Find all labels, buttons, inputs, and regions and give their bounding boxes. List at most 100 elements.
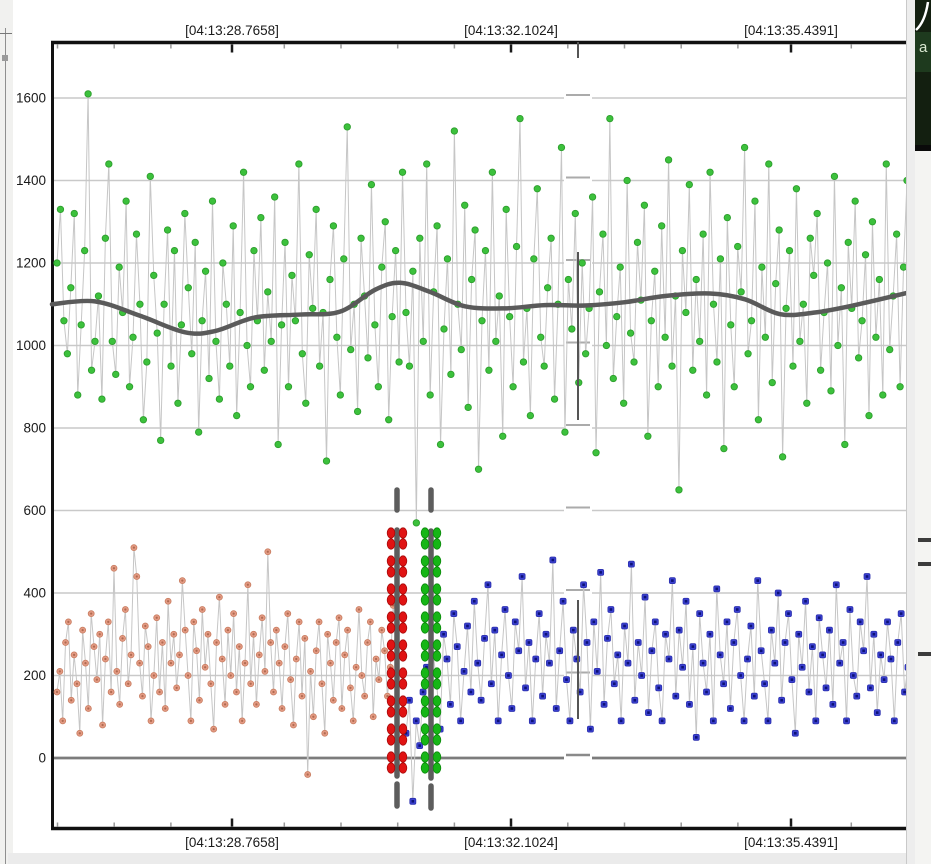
blue-point-core bbox=[452, 612, 456, 615]
blue-point-core bbox=[500, 653, 503, 657]
marker-red-bead bbox=[386, 594, 396, 606]
raw-point bbox=[212, 337, 220, 346]
blue-point-core bbox=[896, 641, 900, 644]
raw-point bbox=[447, 370, 455, 379]
raw-point bbox=[540, 362, 548, 370]
raw-point bbox=[664, 156, 673, 164]
plot-background bbox=[13, 0, 906, 853]
divider-line[interactable] bbox=[5, 28, 6, 864]
background-window-border bbox=[915, 145, 931, 151]
raw-point bbox=[661, 333, 669, 341]
salmon-point-core bbox=[169, 662, 173, 665]
blue-point-core bbox=[476, 661, 480, 665]
blue-point-core bbox=[800, 665, 804, 669]
raw-point bbox=[284, 383, 293, 391]
bottom-margin-band bbox=[8, 853, 906, 864]
raw-point bbox=[668, 362, 676, 370]
raw-point bbox=[67, 284, 75, 292]
background-window-sliver[interactable]: a bbox=[915, 0, 931, 864]
marker-green-bead bbox=[432, 650, 442, 662]
marker-green[interactable] bbox=[420, 487, 442, 811]
blue-point-core bbox=[421, 690, 425, 694]
blue-point-core bbox=[739, 674, 742, 677]
raw-point bbox=[568, 325, 576, 333]
blue-point-core bbox=[780, 698, 783, 702]
raw-point bbox=[326, 275, 334, 284]
background-window-titlebar[interactable] bbox=[915, 0, 931, 145]
timestamp-label-bottom: [04:13:35.4391] bbox=[744, 835, 838, 850]
salmon-point-core bbox=[112, 567, 116, 570]
raw-point bbox=[647, 317, 655, 325]
raw-point bbox=[374, 383, 382, 391]
marker-green-bead bbox=[420, 751, 430, 763]
salmon-point-core bbox=[121, 637, 124, 640]
marker-red-bead bbox=[386, 706, 396, 718]
raw-point bbox=[353, 407, 362, 416]
raw-point bbox=[837, 284, 845, 292]
raw-point bbox=[153, 329, 161, 337]
raw-point bbox=[844, 238, 852, 247]
background-window-letter: a bbox=[919, 39, 928, 56]
raw-point bbox=[530, 255, 538, 263]
blue-point-core bbox=[455, 645, 459, 648]
blue-point-core bbox=[882, 678, 886, 681]
divider-mark bbox=[2, 55, 8, 61]
blue-point-core bbox=[589, 727, 592, 731]
marker-green-bead bbox=[432, 639, 442, 651]
blue-point-core bbox=[790, 678, 794, 681]
raw-point bbox=[347, 345, 355, 354]
raw-point bbox=[74, 391, 82, 399]
blue-point-core bbox=[862, 649, 865, 653]
raw-point bbox=[233, 411, 241, 420]
marker-green-bead bbox=[420, 538, 430, 550]
raw-point bbox=[322, 457, 331, 465]
left-panel-divider[interactable] bbox=[0, 0, 13, 864]
raw-point bbox=[274, 440, 282, 449]
raw-point bbox=[174, 399, 182, 407]
raw-point bbox=[150, 271, 158, 280]
marker-green-bead bbox=[432, 594, 442, 606]
salmon-point-core bbox=[218, 596, 221, 599]
marker-red-bead bbox=[386, 695, 396, 707]
raw-point bbox=[516, 114, 524, 123]
marker-green-bead bbox=[432, 734, 442, 746]
salmon-point-core bbox=[201, 608, 204, 611]
marker-red-bead bbox=[386, 622, 396, 634]
blue-point-core bbox=[561, 599, 565, 603]
raw-point bbox=[402, 308, 410, 317]
raw-point bbox=[409, 267, 417, 275]
marker-red[interactable] bbox=[386, 487, 408, 809]
raw-point bbox=[734, 242, 742, 251]
salmon-point-core bbox=[155, 616, 158, 619]
blue-point-core bbox=[664, 632, 667, 636]
marker-red-bead bbox=[398, 639, 408, 651]
raw-point bbox=[675, 486, 683, 494]
raw-point bbox=[391, 246, 400, 255]
blue-point-core bbox=[852, 674, 855, 677]
raw-point bbox=[896, 383, 904, 391]
raw-point bbox=[163, 226, 172, 234]
blue-point-core bbox=[797, 632, 801, 636]
raw-point bbox=[91, 337, 99, 346]
raw-point bbox=[626, 329, 635, 337]
raw-point bbox=[167, 362, 175, 370]
raw-point bbox=[364, 354, 372, 362]
raw-point bbox=[782, 304, 790, 313]
marker-green-bead bbox=[432, 695, 442, 707]
raw-point bbox=[112, 370, 120, 379]
right-gutter bbox=[906, 0, 916, 864]
marker-green-bead bbox=[420, 734, 430, 746]
marker-green-bead bbox=[420, 594, 430, 606]
raw-point bbox=[398, 168, 407, 176]
blue-point-core bbox=[582, 583, 585, 587]
raw-point bbox=[309, 304, 317, 313]
raw-point bbox=[129, 333, 137, 341]
raw-point bbox=[481, 246, 490, 255]
raw-point bbox=[333, 333, 341, 341]
salmon-point-core bbox=[335, 641, 338, 644]
salmon-point-core bbox=[212, 728, 215, 731]
blue-point-core bbox=[691, 645, 695, 648]
salmon-point-core bbox=[303, 637, 306, 640]
raw-point bbox=[678, 246, 687, 255]
